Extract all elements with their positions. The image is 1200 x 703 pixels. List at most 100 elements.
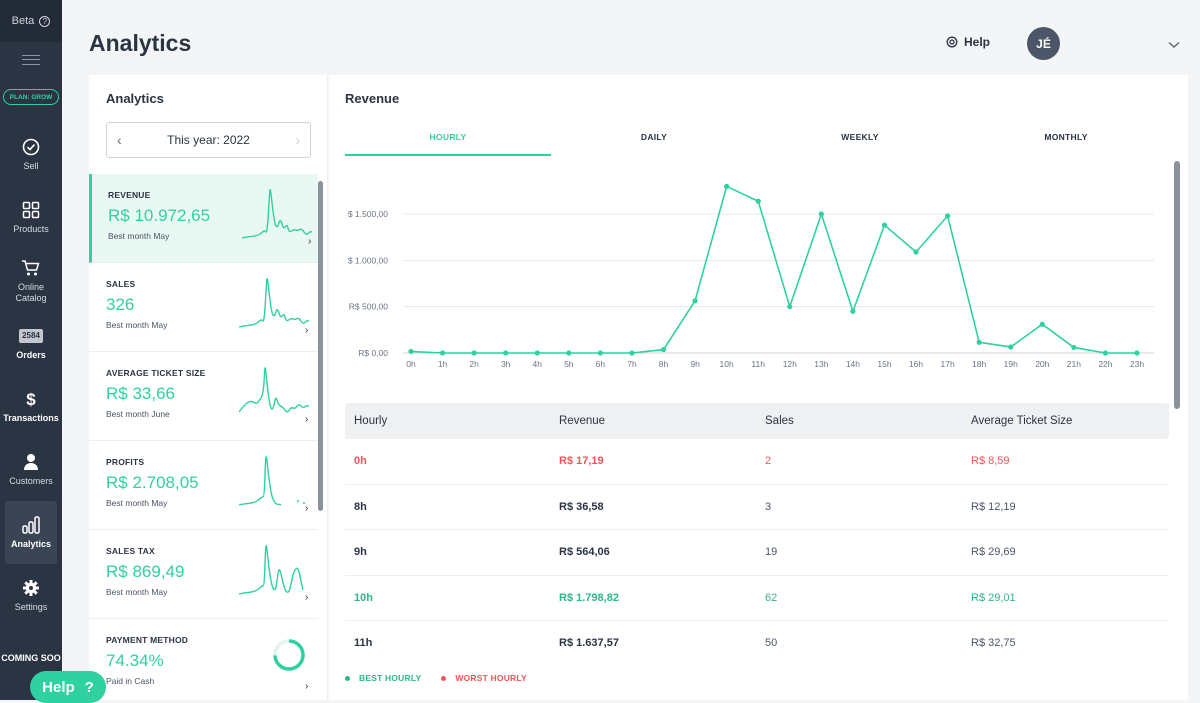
metric-revenue[interactable]: REVENUE R$ 10.972,65 Best month May ›: [89, 174, 318, 263]
table-row[interactable]: 0h R$ 17,19 2 R$ 8,59: [345, 439, 1169, 485]
menu-icon[interactable]: [0, 42, 62, 78]
data-point: [1071, 344, 1077, 351]
page-title: Analytics: [89, 30, 192, 56]
tab-monthly[interactable]: MONTHLY: [1044, 132, 1088, 142]
grid-icon: [22, 199, 40, 221]
table-header: Hourly Revenue Sales Average Ticket Size: [345, 403, 1169, 439]
table-cell: R$ 36,58: [559, 500, 604, 513]
data-point: [1102, 350, 1109, 356]
chevron-down-icon[interactable]: [1168, 36, 1180, 54]
metric-payment-method[interactable]: PAYMENT METHOD 74.34% Paid in Cash ›: [89, 619, 318, 700]
data-point: [976, 339, 982, 345]
sparkline: [242, 189, 312, 239]
table-row[interactable]: 9h R$ 564,06 19 R$ 29,69: [345, 530, 1169, 576]
x-tick-label: 12h: [783, 359, 797, 369]
x-tick-label: 3h: [501, 359, 511, 369]
help-chat-label: Help: [42, 678, 75, 696]
data-point: [408, 348, 414, 355]
sidebar-item-online-catalog[interactable]: Online Catalog: [0, 249, 62, 312]
panel-title: Analytics: [106, 91, 164, 106]
table-cell: R$ 29,01: [971, 591, 1016, 604]
x-tick-label: 19h: [1004, 359, 1018, 369]
column-header[interactable]: Revenue: [559, 415, 606, 427]
lifebuoy-icon: [946, 36, 958, 48]
table-cell: R$ 8,59: [971, 455, 1010, 468]
table-cell: R$ 12,19: [971, 500, 1016, 513]
year-selector[interactable]: ‹ This year: 2022 ›: [106, 122, 311, 158]
metric-best: Paid in Cash: [106, 676, 155, 686]
metrics-panel: Analytics ‹ This year: 2022 › REVENUE R$…: [89, 75, 328, 700]
scrollbar[interactable]: [318, 181, 323, 511]
data-point: [945, 213, 951, 219]
sidebar: Beta ? PLAN: GROW Sell Products Online C…: [0, 0, 62, 700]
chevron-right-icon[interactable]: ›: [295, 132, 300, 148]
question-icon: ?: [84, 678, 94, 696]
data-point: [818, 211, 824, 217]
x-tick-label: 21h: [1067, 359, 1081, 369]
metric-label: REVENUE: [108, 190, 151, 200]
sparkline: [239, 367, 309, 413]
metric-average-ticket[interactable]: AVERAGE TICKET SIZE R$ 33,66 Best month …: [89, 352, 318, 441]
metric-best: Best month May: [106, 320, 168, 330]
question-icon: ?: [39, 15, 51, 27]
sidebar-item-transactions[interactable]: $ Transactions: [0, 375, 62, 438]
metric-label: SALES TAX: [106, 546, 155, 556]
beta-label[interactable]: Beta ?: [0, 0, 62, 42]
x-tick-label: 7h: [627, 359, 637, 369]
column-header[interactable]: Average Ticket Size: [971, 415, 1073, 427]
avatar[interactable]: JÉ: [1027, 27, 1060, 60]
tab-hourly[interactable]: HOURLY: [345, 130, 551, 156]
data-point: [881, 222, 888, 228]
data-point: [1039, 321, 1045, 327]
table-row[interactable]: 8h R$ 36,58 3 R$ 12,19: [345, 485, 1169, 530]
tab-weekly[interactable]: WEEKLY: [841, 132, 879, 142]
sidebar-item-label: Sell: [23, 161, 39, 172]
sidebar-item-customers[interactable]: Customers: [0, 438, 62, 501]
legend-worst: WORST HOURLY: [441, 673, 527, 683]
data-point: [1134, 350, 1140, 356]
data-point: [629, 350, 635, 356]
revenue-panel: Revenue HOURLY DAILY WEEKLY MONTHLY R$ 0…: [329, 75, 1188, 700]
x-tick-label: 0h: [406, 359, 416, 369]
data-point: [724, 183, 730, 189]
sidebar-item-label: Transactions: [3, 413, 59, 424]
plan-badge: PLAN: GROW: [3, 89, 59, 105]
sidebar-item-orders[interactable]: 2584 Orders: [0, 312, 62, 375]
x-tick-label: 15h: [877, 359, 891, 369]
sidebar-item-analytics[interactable]: Analytics: [5, 501, 57, 564]
metric-value: R$ 869,49: [106, 562, 185, 581]
chevron-left-icon[interactable]: ‹: [117, 132, 122, 148]
data-point: [692, 298, 698, 304]
y-tick-label: R$ 0,00: [358, 348, 388, 358]
help-label: Help: [964, 35, 991, 49]
metric-profits[interactable]: PROFITS R$ 2.708,05 Best month May ›: [89, 441, 318, 530]
x-tick-label: 1h: [438, 359, 448, 369]
sidebar-item-settings[interactable]: Settings: [0, 564, 62, 627]
metric-sales[interactable]: SALES 326 Best month May ›: [89, 263, 318, 352]
column-header[interactable]: Hourly: [354, 415, 388, 427]
x-tick-label: 23h: [1130, 359, 1144, 369]
x-tick-label: 8h: [659, 359, 669, 369]
y-tick-label: $ 1.000,00: [348, 255, 388, 265]
metric-best: Best month May: [106, 498, 168, 508]
table-cell: 8h: [354, 500, 367, 513]
hourly-table: Hourly Revenue Sales Average Ticket Size…: [345, 403, 1169, 667]
tab-daily[interactable]: DAILY: [640, 132, 668, 142]
sidebar-item-sell[interactable]: Sell: [0, 123, 62, 186]
data-point: [1008, 344, 1014, 350]
metric-sales-tax[interactable]: SALES TAX R$ 869,49 Best month May ›: [89, 530, 318, 619]
help-link[interactable]: Help: [946, 35, 990, 49]
column-header[interactable]: Sales: [765, 415, 794, 427]
data-point: [503, 350, 509, 356]
table-row[interactable]: 10h R$ 1.798,82 62 R$ 29,01: [345, 576, 1169, 621]
scrollbar[interactable]: [1174, 161, 1180, 409]
y-tick-label: $ 1.500,00: [348, 209, 388, 219]
data-point: [471, 350, 477, 356]
sidebar-item-products[interactable]: Products: [0, 186, 62, 249]
year-label: This year: 2022: [167, 133, 250, 147]
table-cell: R$ 1.798,82: [559, 591, 619, 604]
donut-chart: [273, 639, 305, 671]
revenue-line-chart: R$ 0,00 R$ 500,00 $ 1.000,00 $ 1.500,00 0h 1h…: [348, 183, 1154, 369]
metric-label: SALES: [106, 279, 136, 289]
help-chat-button[interactable]: Help ?: [30, 671, 106, 703]
